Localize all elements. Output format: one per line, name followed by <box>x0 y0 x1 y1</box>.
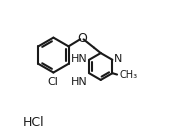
Text: O: O <box>77 32 87 45</box>
Text: HN: HN <box>71 77 88 87</box>
Text: N: N <box>114 54 122 64</box>
Text: CH₃: CH₃ <box>120 70 138 80</box>
Text: HN: HN <box>71 54 88 64</box>
Text: Cl: Cl <box>47 77 58 87</box>
Text: HCl: HCl <box>22 116 44 129</box>
